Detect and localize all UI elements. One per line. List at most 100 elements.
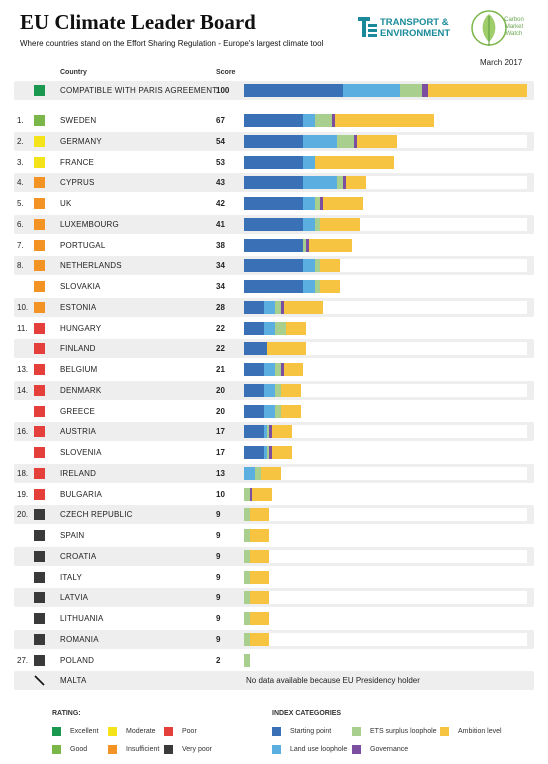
rank-label: 6. [17, 219, 24, 229]
bar-segment-governance [269, 425, 273, 439]
bar-segment-governance [343, 176, 346, 190]
score-value: 21 [216, 365, 225, 374]
column-header-score: Score [216, 69, 236, 76]
legend-swatch [272, 727, 281, 736]
legend-swatch [52, 727, 61, 736]
bar-segment-land-use-loophole [263, 446, 267, 459]
bar-segment-ambition-level [320, 259, 341, 273]
no-data-note: No data available because EU Presidency … [246, 676, 420, 686]
bar-segment-ambition-level [249, 508, 270, 522]
bar-track [244, 383, 527, 397]
bar-segment-land-use-loophole [303, 155, 315, 169]
score-bar [244, 612, 527, 625]
rank-label: 5. [17, 199, 24, 208]
bar-segment-ambition-level [249, 570, 270, 584]
score-value: 42 [216, 199, 225, 208]
bar-segment-ambition-level [272, 446, 293, 459]
rating-square [34, 177, 45, 189]
bar-track [244, 425, 527, 439]
rating-square [34, 384, 45, 396]
score-bar [244, 549, 527, 563]
bar-segment-governance [331, 114, 335, 127]
score-value: 67 [216, 116, 225, 125]
country-name: SLOVENIA [60, 448, 102, 457]
score-bar [244, 134, 527, 148]
score-value: 53 [216, 157, 225, 167]
score-bar [244, 84, 527, 97]
row-band [14, 671, 534, 691]
bar-track [244, 529, 527, 542]
index-legend-title: INDEX CATEGORIES [272, 710, 342, 717]
table-row: 13. BELGIUM 21 [0, 360, 548, 379]
country-name: BELGIUM [60, 365, 98, 374]
bar-track [244, 653, 527, 667]
leaf-icon [471, 10, 507, 46]
bar-segment-ets-surplus-loophole [314, 114, 332, 127]
bar-segment-starting-point [244, 259, 304, 273]
bar-segment-ets-surplus-loophole [314, 280, 321, 293]
rank-label: 14. [17, 385, 29, 395]
bar-segment-land-use-loophole [303, 114, 315, 127]
bar-segment-land-use-loophole [303, 217, 315, 231]
bar-segment-ambition-level [345, 176, 366, 190]
rating-square [34, 592, 45, 604]
rating-square [34, 218, 45, 230]
table-row: 6. LUXEMBOURG 41 [0, 214, 548, 234]
table-row: 1. SWEDEN 67 [0, 111, 548, 130]
bar-segment-starting-point [244, 280, 304, 293]
page-title: EU Climate Leader Board [20, 10, 256, 34]
bar-track [244, 342, 527, 356]
rating-square [34, 447, 45, 458]
bar-segment-ets-surplus-loophole [244, 549, 250, 563]
legend-swatch [164, 745, 173, 754]
te-logo-icon [358, 17, 377, 37]
rank-label: 11. [17, 323, 28, 333]
score-bar [244, 404, 527, 418]
legend-swatch [352, 727, 361, 736]
bar-segment-land-use-loophole [303, 197, 315, 210]
bar-segment-governance [249, 487, 253, 501]
score-bar [244, 425, 527, 439]
score-value: 9 [216, 593, 221, 603]
legend-swatch [108, 745, 117, 754]
bar-segment-ets-surplus-loophole [314, 217, 321, 231]
bar-segment-ambition-level [252, 487, 273, 501]
rank-label: 16. [17, 427, 29, 437]
column-header-country: Country [60, 69, 87, 76]
bar-segment-ambition-level [314, 155, 394, 169]
score-value: 9 [216, 614, 221, 623]
score-bar [244, 487, 527, 501]
rating-square [34, 571, 45, 583]
bar-segment-starting-point [244, 446, 264, 459]
bar-segment-land-use-loophole [263, 321, 276, 335]
rating-square [34, 281, 45, 292]
bar-segment-ets-surplus-loophole [275, 300, 281, 314]
bar-segment-ets-surplus-loophole [275, 404, 281, 418]
bar-segment-ambition-level [283, 300, 324, 314]
bar-segment-ambition-level [283, 363, 304, 376]
bar-segment-ambition-level [427, 84, 527, 97]
rating-square [34, 633, 45, 645]
bar-segment-land-use-loophole [343, 84, 400, 97]
country-name: CZECH REPUBLIC [60, 510, 133, 520]
bar-track [244, 446, 527, 459]
country-name: HUNGARY [60, 323, 102, 333]
bar-segment-starting-point [244, 363, 264, 376]
bar-segment-ets-surplus-loophole [337, 134, 355, 148]
bar-segment-ambition-level [249, 591, 270, 605]
country-name: GREECE [60, 406, 95, 416]
country-name: BULGARIA [60, 489, 103, 499]
table-row: GREECE 20 [0, 402, 548, 421]
bar-segment-ets-surplus-loophole [244, 612, 250, 625]
rating-square [34, 156, 45, 168]
country-name: SLOVAKIA [60, 282, 101, 291]
bar-segment-ets-surplus-loophole [255, 466, 261, 480]
country-name: ROMANIA [60, 634, 99, 644]
cmw-logo-line2: Market [504, 24, 524, 30]
bar-segment-ets-surplus-loophole [266, 446, 270, 459]
rating-square [34, 301, 45, 313]
score-value: 34 [216, 282, 225, 291]
score-value: 100 [216, 86, 230, 95]
bar-segment-starting-point [244, 176, 304, 190]
rating-square [34, 260, 45, 272]
